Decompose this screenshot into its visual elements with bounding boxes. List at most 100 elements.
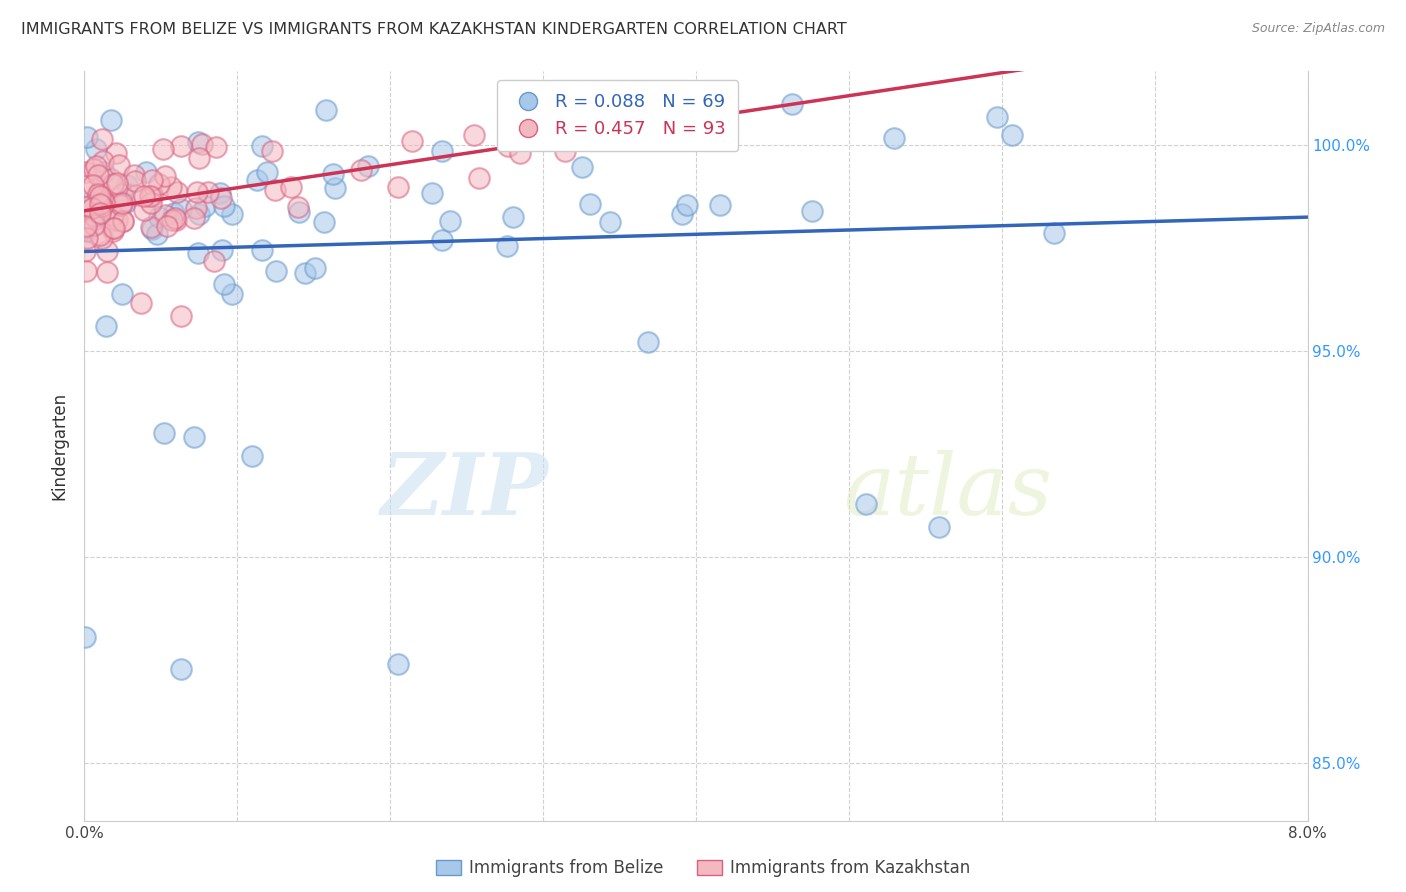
Point	[186, 185, 208, 199]
Point	[211, 243, 233, 257]
Point	[125, 187, 148, 202]
Point	[89, 196, 111, 211]
Point	[76, 219, 98, 233]
Point	[250, 243, 273, 257]
Point	[509, 145, 531, 160]
Point	[94, 319, 117, 334]
Text: atlas: atlas	[842, 450, 1052, 533]
Point	[256, 165, 278, 179]
Point	[294, 267, 316, 281]
Point	[76, 230, 98, 244]
Point	[100, 113, 122, 128]
Point	[114, 195, 136, 210]
Point	[676, 198, 699, 212]
Point	[83, 161, 105, 176]
Point	[148, 210, 170, 224]
Point	[166, 186, 188, 200]
Point	[780, 97, 803, 112]
Point	[287, 200, 309, 214]
Point	[76, 224, 98, 238]
Point	[75, 264, 97, 278]
Point	[160, 179, 183, 194]
Point	[221, 207, 243, 221]
Point	[163, 206, 186, 220]
Point	[89, 184, 111, 198]
Point	[187, 135, 209, 149]
Point	[105, 213, 128, 227]
Point	[401, 134, 423, 148]
Y-axis label: Kindergarten: Kindergarten	[51, 392, 69, 500]
Point	[621, 97, 644, 112]
Point	[134, 189, 156, 203]
Point	[91, 199, 114, 213]
Point	[187, 207, 209, 221]
Point	[350, 162, 373, 177]
Point	[170, 139, 193, 153]
Point	[129, 296, 152, 310]
Point	[93, 164, 115, 178]
Point	[709, 197, 731, 211]
Point	[97, 214, 120, 228]
Point	[855, 497, 877, 511]
Point	[240, 449, 263, 463]
Point	[160, 213, 183, 227]
Point	[264, 182, 287, 196]
Point	[194, 199, 217, 213]
Point	[89, 189, 111, 203]
Point	[315, 103, 337, 118]
Point	[115, 178, 138, 192]
Point	[84, 159, 107, 173]
Point	[212, 199, 235, 213]
Point	[152, 143, 174, 157]
Point	[83, 218, 105, 232]
Point	[141, 221, 163, 235]
Point	[571, 160, 593, 174]
Point	[202, 253, 225, 268]
Point	[111, 195, 134, 210]
Point	[323, 181, 346, 195]
Point	[214, 277, 236, 292]
Point	[101, 224, 124, 238]
Point	[156, 219, 179, 233]
Point	[83, 209, 105, 223]
Point	[82, 201, 104, 215]
Point	[986, 111, 1008, 125]
Point	[554, 144, 576, 158]
Point	[430, 145, 453, 159]
Point	[75, 631, 97, 645]
Point	[153, 169, 176, 184]
Point	[246, 173, 269, 187]
Point	[165, 212, 187, 227]
Point	[209, 191, 232, 205]
Point	[208, 186, 231, 201]
Text: Source: ZipAtlas.com: Source: ZipAtlas.com	[1251, 22, 1385, 36]
Point	[928, 520, 950, 534]
Point	[170, 662, 193, 676]
Point	[197, 185, 219, 199]
Point	[79, 194, 101, 209]
Point	[599, 215, 621, 229]
Point	[153, 208, 176, 222]
Point	[387, 179, 409, 194]
Point	[86, 143, 108, 157]
Point	[575, 97, 598, 112]
Point	[496, 238, 519, 252]
Point	[103, 220, 125, 235]
Point	[314, 215, 336, 229]
Point	[77, 202, 100, 217]
Point	[183, 211, 205, 226]
Point	[104, 146, 127, 161]
Point	[82, 178, 104, 192]
Point	[637, 335, 659, 350]
Point	[204, 140, 226, 154]
Point	[110, 198, 132, 212]
Point	[148, 178, 170, 192]
Point	[387, 657, 409, 671]
Point	[91, 231, 114, 245]
Point	[304, 260, 326, 275]
Point	[516, 127, 538, 141]
Point	[439, 214, 461, 228]
Point	[135, 165, 157, 179]
Point	[170, 310, 193, 324]
Point	[260, 144, 283, 158]
